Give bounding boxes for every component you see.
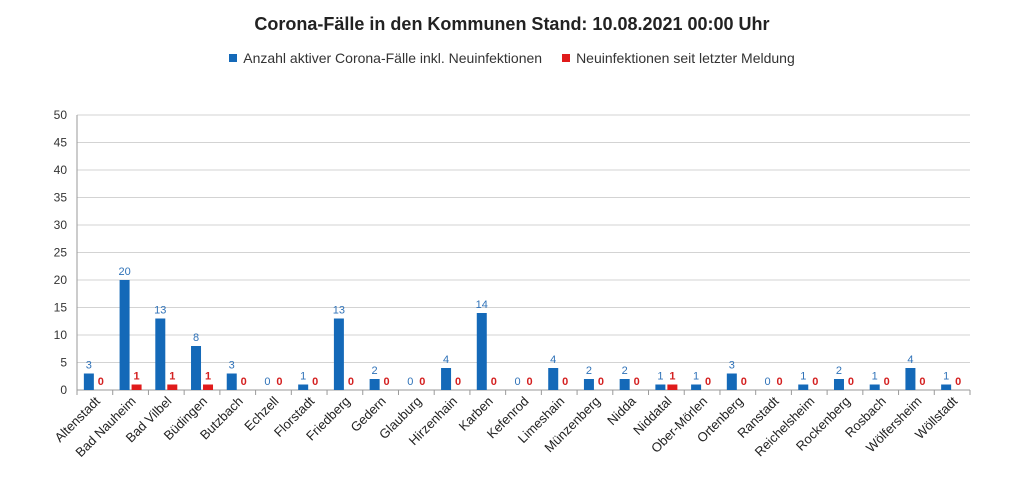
y-tick-label: 5 [60,356,67,370]
data-label-new-infections: 0 [241,376,247,388]
data-label-active-cases: 4 [550,354,556,366]
bar-active-cases [333,318,344,390]
bar-active-cases [583,379,594,390]
bar-active-cases [155,318,166,390]
y-tick-label: 15 [54,301,68,315]
bar-active-cases [441,368,452,390]
data-label-active-cases: 13 [333,305,345,317]
bar-active-cases [905,368,916,390]
bar-active-cases [619,379,630,390]
data-label-new-infections: 0 [348,376,354,388]
data-label-active-cases: 2 [622,365,628,377]
chart-title: Corona-Fälle in den Kommunen Stand: 10.0… [254,14,770,34]
data-label-new-infections: 0 [705,376,711,388]
bar-new-infections [167,384,178,390]
data-label-new-infections: 0 [598,376,604,388]
y-tick-label: 25 [54,246,68,260]
bar-active-cases [83,373,94,390]
bar-active-cases [833,379,844,390]
data-label-active-cases: 1 [872,371,878,383]
data-label-new-infections: 0 [955,376,961,388]
bar-new-infections [131,384,142,390]
data-label-new-infections: 0 [848,376,854,388]
bar-new-infections [203,384,214,390]
bar-active-cases [369,379,380,390]
bar-active-cases [226,373,237,390]
data-label-active-cases: 20 [118,266,130,278]
data-label-new-infections: 0 [419,376,425,388]
bar-active-cases [869,384,880,390]
bar-active-cases [548,368,559,390]
y-tick-label: 40 [54,163,68,177]
data-label-active-cases: 8 [193,332,199,344]
bar-active-cases [798,384,809,390]
data-label-new-infections: 1 [669,371,675,383]
data-label-active-cases: 3 [86,360,92,372]
data-label-active-cases: 13 [154,305,166,317]
data-label-new-infections: 0 [455,376,461,388]
y-tick-label: 30 [54,218,68,232]
data-label-active-cases: 1 [693,371,699,383]
data-label-active-cases: 3 [729,360,735,372]
y-tick-label: 20 [54,273,68,287]
data-label-active-cases: 3 [229,360,235,372]
y-tick-label: 45 [54,136,68,150]
data-label-new-infections: 0 [884,376,890,388]
data-label-active-cases: 1 [657,371,663,383]
data-label-new-infections: 0 [741,376,747,388]
bar-active-cases [476,313,487,390]
bar-active-cases [191,346,202,390]
data-label-new-infections: 0 [384,376,390,388]
data-label-active-cases: 2 [372,365,378,377]
legend-swatch-active-cases [229,54,238,62]
data-label-active-cases: 0 [264,376,270,388]
legend-label-active-cases: Anzahl aktiver Corona-Fälle inkl. Neuinf… [243,50,543,66]
bar-active-cases [298,384,309,390]
bar-active-cases [941,384,952,390]
y-tick-label: 50 [54,108,68,122]
data-label-active-cases: 1 [800,371,806,383]
data-label-active-cases: 1 [943,371,949,383]
data-label-active-cases: 2 [586,365,592,377]
data-label-new-infections: 0 [634,376,640,388]
data-label-new-infections: 1 [205,371,211,383]
data-label-new-infections: 1 [134,371,140,383]
bar-active-cases [655,384,666,390]
data-label-new-infections: 0 [919,376,925,388]
y-tick-label: 0 [60,383,67,397]
y-tick-label: 10 [54,328,68,342]
data-label-new-infections: 0 [276,376,282,388]
data-label-active-cases: 0 [407,376,413,388]
data-label-active-cases: 2 [836,365,842,377]
data-label-new-infections: 0 [312,376,318,388]
data-label-active-cases: 0 [514,376,520,388]
legend-swatch-new-infections [562,54,571,62]
bar-active-cases [726,373,737,390]
y-tick-label: 35 [54,191,68,205]
legend-item-new-infections: Neuinfektionen seit letzter Meldung [562,50,795,66]
data-label-active-cases: 1 [300,371,306,383]
data-label-new-infections: 0 [812,376,818,388]
data-label-new-infections: 0 [776,376,782,388]
legend-label-new-infections: Neuinfektionen seit letzter Meldung [576,50,795,66]
data-label-active-cases: 14 [476,299,488,311]
data-label-new-infections: 0 [562,376,568,388]
data-label-new-infections: 1 [169,371,175,383]
data-label-active-cases: 0 [764,376,770,388]
bar-active-cases [691,384,702,390]
data-label-active-cases: 4 [907,354,913,366]
data-label-new-infections: 0 [491,376,497,388]
legend: Anzahl aktiver Corona-Fälle inkl. Neuinf… [0,50,1024,66]
bar-active-cases [119,280,130,390]
legend-item-active-cases: Anzahl aktiver Corona-Fälle inkl. Neuinf… [229,50,542,66]
data-label-active-cases: 4 [443,354,449,366]
data-label-new-infections: 0 [526,376,532,388]
data-label-new-infections: 0 [98,376,104,388]
bar-new-infections [667,384,678,390]
